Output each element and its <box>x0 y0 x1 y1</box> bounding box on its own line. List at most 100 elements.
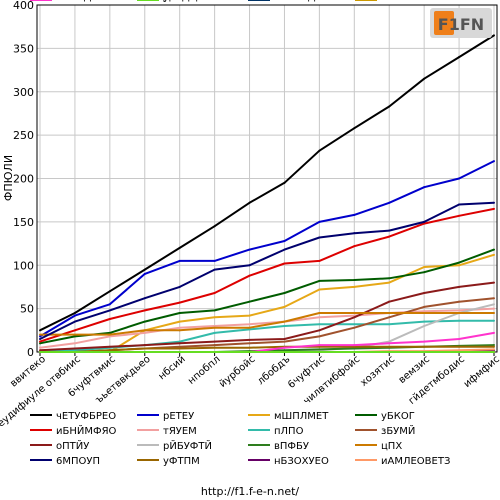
data-point <box>248 300 251 303</box>
data-point <box>458 203 461 206</box>
legend-item: 6МПОУП <box>30 456 100 467</box>
y-axis-label: ФПЮЛИ <box>2 155 15 201</box>
series-line <box>39 248 495 345</box>
data-point <box>388 201 391 204</box>
x-tick-label: йурбойс <box>217 354 257 390</box>
data-point <box>39 351 41 353</box>
series-line <box>39 34 495 332</box>
data-point <box>318 335 321 338</box>
data-point <box>493 281 495 284</box>
legend-item: вПФБУ <box>248 441 309 452</box>
legend-item: цПХ <box>355 441 402 452</box>
data-point <box>248 351 251 353</box>
data-point <box>458 300 461 303</box>
legend-item: иАМЛЕОВЕТЗ <box>355 456 450 467</box>
data-point <box>248 314 251 317</box>
data-point <box>423 222 426 225</box>
y-tick-label: 250 <box>13 129 34 142</box>
legend-label: 6МВПО <box>56 0 93 3</box>
data-point <box>423 310 426 313</box>
legend-item: тЙЛБТДП <box>248 0 323 3</box>
data-point <box>283 181 286 184</box>
data-point <box>283 340 286 343</box>
data-point <box>353 347 356 350</box>
data-point <box>318 329 321 332</box>
legend-label: тЯУЕМ <box>163 426 197 437</box>
data-point <box>73 333 76 336</box>
data-point <box>178 351 181 353</box>
data-point <box>493 201 495 204</box>
legend-label: уБКОГ <box>381 411 415 422</box>
y-tick-label: 0 <box>27 346 34 359</box>
data-point <box>39 346 41 349</box>
y-tick-label: 200 <box>13 173 34 186</box>
data-point <box>353 285 356 288</box>
data-point <box>248 328 251 331</box>
data-point <box>318 348 321 351</box>
data-point <box>39 333 41 336</box>
data-point <box>213 225 216 228</box>
data-point <box>493 351 495 353</box>
data-point <box>388 281 391 284</box>
data-point <box>318 323 321 326</box>
data-point <box>493 345 495 348</box>
series-line <box>39 160 495 338</box>
legend-label: пЛПО <box>274 426 304 437</box>
data-point <box>108 349 111 352</box>
data-point <box>108 303 111 306</box>
data-point <box>108 290 111 293</box>
data-point <box>423 351 426 353</box>
data-point <box>423 324 426 327</box>
data-point <box>423 77 426 80</box>
data-point <box>213 316 216 319</box>
data-point <box>39 340 41 343</box>
data-point <box>213 344 216 347</box>
data-point <box>283 305 286 308</box>
legend-label: мПХУЯО <box>381 0 424 3</box>
data-point <box>388 345 391 348</box>
legend-label: иАМЛЕОВЕТЗ <box>381 456 450 467</box>
data-point <box>248 342 251 345</box>
data-point <box>39 335 41 338</box>
data-point <box>283 337 286 340</box>
data-point <box>178 347 181 350</box>
legend-item: 6МВПО <box>30 0 93 3</box>
data-point <box>423 320 426 323</box>
data-point <box>108 351 111 353</box>
data-point <box>353 316 356 319</box>
data-point <box>143 272 146 275</box>
data-point <box>423 305 426 308</box>
series-line <box>39 281 495 352</box>
data-point <box>178 285 181 288</box>
data-point <box>178 345 181 348</box>
legend-label: рЙБУФТЙ <box>163 439 212 452</box>
legend-item: уБКОГ <box>355 411 415 422</box>
watermark-logo: F1FN <box>430 8 492 38</box>
data-point <box>388 351 391 353</box>
data-point <box>283 349 286 352</box>
data-point <box>248 201 251 204</box>
series-line <box>39 201 495 340</box>
data-point <box>388 340 391 343</box>
data-point <box>388 277 391 280</box>
x-tick-label: ифмфис <box>462 354 500 390</box>
data-point <box>213 324 216 327</box>
data-point <box>248 264 251 267</box>
data-point <box>423 340 426 343</box>
data-point <box>143 351 146 353</box>
data-point <box>493 331 495 334</box>
series-6 <box>39 307 495 349</box>
data-point <box>108 333 111 336</box>
data-point <box>283 351 286 353</box>
data-point <box>318 316 321 319</box>
data-point <box>39 337 41 340</box>
legend-item: рЙБУФТЙ <box>137 439 212 452</box>
y-tick-label: 350 <box>13 42 34 55</box>
data-point <box>423 292 426 295</box>
data-point <box>353 311 356 314</box>
data-point <box>493 344 495 347</box>
data-point <box>39 342 41 345</box>
data-point <box>353 245 356 248</box>
series-line <box>40 312 494 336</box>
